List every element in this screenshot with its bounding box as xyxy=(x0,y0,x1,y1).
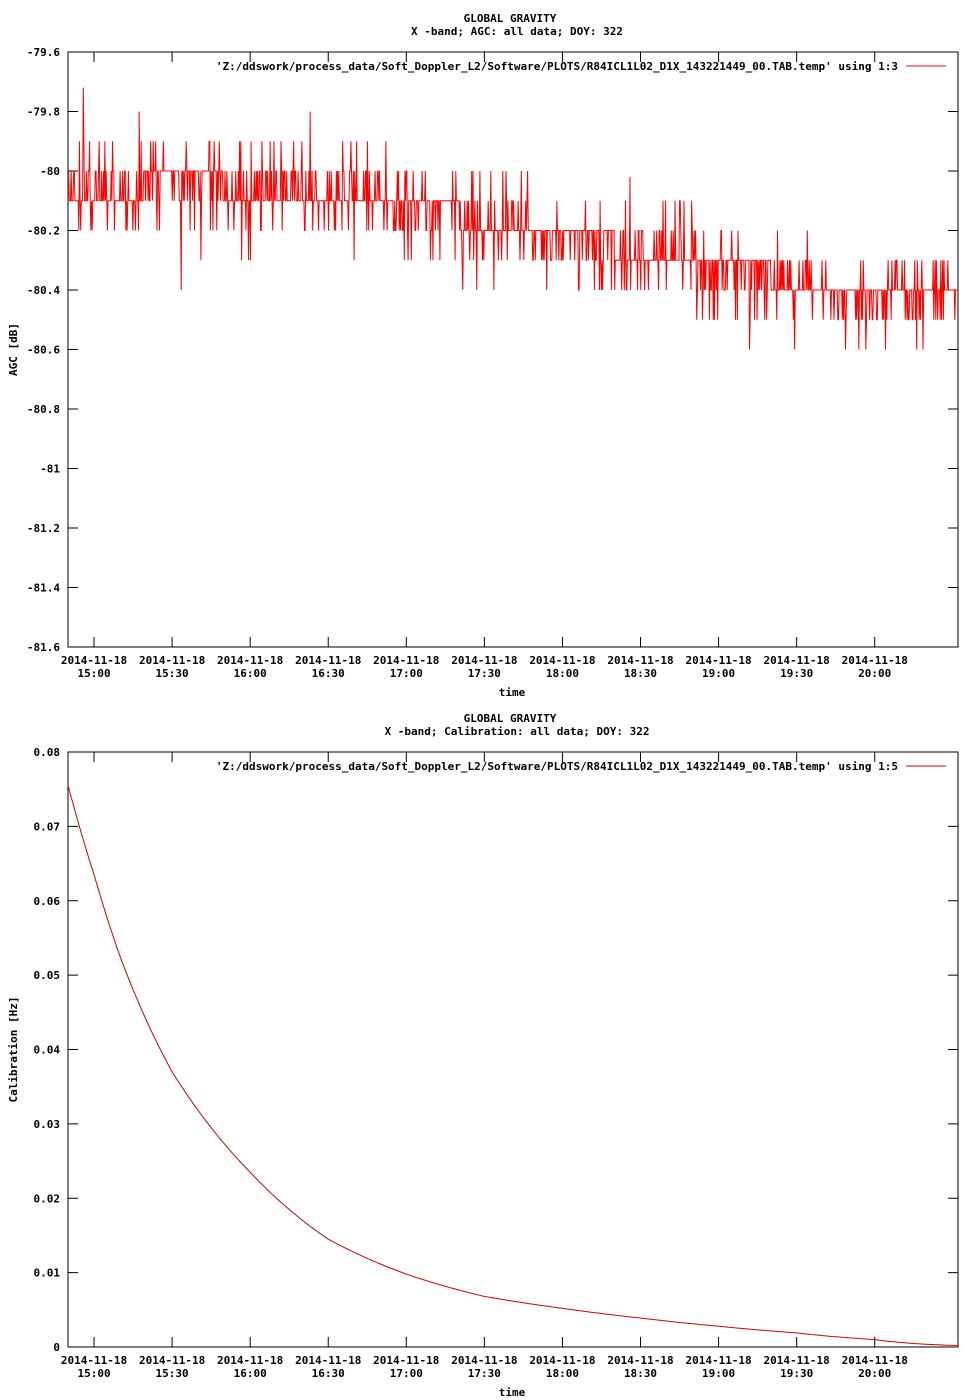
x-tick-date: 2014-11-18 xyxy=(607,654,673,667)
y-tick-label: -81.2 xyxy=(27,522,60,535)
x-tick-date: 2014-11-18 xyxy=(685,1354,751,1367)
y-tick-label: -79.8 xyxy=(27,106,60,119)
x-tick-time: 18:00 xyxy=(546,667,579,680)
x-tick-date: 2014-11-18 xyxy=(842,654,908,667)
y-tick-label: -80.4 xyxy=(27,284,60,297)
x-axis-label: time xyxy=(499,686,526,699)
chart-subtitle: X -band; AGC: all data; DOY: 322 xyxy=(411,25,623,38)
x-axis-label: time xyxy=(499,1386,526,1399)
x-tick-date: 2014-11-18 xyxy=(764,654,830,667)
x-tick-date: 2014-11-18 xyxy=(451,1354,517,1367)
x-tick-date: 2014-11-18 xyxy=(217,654,283,667)
agc-series-line xyxy=(68,87,958,350)
x-tick-time: 19:30 xyxy=(780,667,813,680)
legend-label: 'Z:/ddswork/process_data/Soft_Doppler_L2… xyxy=(216,760,898,773)
y-tick-label: -80.8 xyxy=(27,403,60,416)
x-tick-time: 20:00 xyxy=(858,1367,891,1380)
legend-label: 'Z:/ddswork/process_data/Soft_Doppler_L2… xyxy=(216,60,898,73)
plot-frame xyxy=(67,751,959,1348)
x-tick-date: 2014-11-18 xyxy=(685,654,751,667)
y-tick-label: 0.05 xyxy=(34,969,61,982)
y-tick-label: 0.04 xyxy=(34,1044,61,1057)
y-tick-label: -80 xyxy=(40,165,60,178)
y-tick-label: 0.03 xyxy=(34,1118,61,1131)
chart-title: GLOBAL GRAVITY xyxy=(464,712,557,725)
x-tick-time: 19:00 xyxy=(702,667,735,680)
y-tick-label: -81 xyxy=(40,463,60,476)
x-tick-time: 17:00 xyxy=(390,667,423,680)
y-tick-label: -80.2 xyxy=(27,225,60,238)
y-tick-label: -80.6 xyxy=(27,344,60,357)
x-tick-time: 19:00 xyxy=(702,1367,735,1380)
x-tick-date: 2014-11-18 xyxy=(451,654,517,667)
x-tick-time: 16:00 xyxy=(234,1367,267,1380)
x-tick-time: 16:00 xyxy=(234,667,267,680)
plot-frame xyxy=(67,51,959,648)
x-tick-time: 19:30 xyxy=(780,1367,813,1380)
y-tick-label: -79.6 xyxy=(27,46,60,59)
x-tick-time: 17:30 xyxy=(468,1367,501,1380)
x-tick-time: 18:30 xyxy=(624,667,657,680)
y-tick-label: 0.07 xyxy=(34,820,61,833)
x-tick-time: 18:30 xyxy=(624,1367,657,1380)
x-tick-time: 15:30 xyxy=(156,667,189,680)
y-tick-label: -81.6 xyxy=(27,641,60,654)
y-tick-label: -81.4 xyxy=(27,582,60,595)
x-tick-time: 15:30 xyxy=(156,1367,189,1380)
x-tick-time: 16:30 xyxy=(312,667,345,680)
series-group xyxy=(68,87,958,350)
y-tick-label: 0.02 xyxy=(34,1192,61,1205)
y-tick-label: 0.08 xyxy=(34,746,61,759)
y-tick-label: 0.01 xyxy=(34,1267,61,1280)
x-tick-date: 2014-11-18 xyxy=(295,654,361,667)
y-axis-label: AGC [dB] xyxy=(7,323,20,376)
y-axis-label: Calibration [Hz] xyxy=(7,997,20,1103)
x-tick-time: 15:00 xyxy=(77,1367,110,1380)
y-tick-label: 0 xyxy=(53,1341,60,1354)
calibration-series-line xyxy=(68,785,958,1346)
x-tick-date: 2014-11-18 xyxy=(61,1354,127,1367)
x-tick-date: 2014-11-18 xyxy=(607,1354,673,1367)
x-tick-date: 2014-11-18 xyxy=(373,654,439,667)
x-tick-date: 2014-11-18 xyxy=(295,1354,361,1367)
x-tick-date: 2014-11-18 xyxy=(217,1354,283,1367)
x-tick-time: 17:30 xyxy=(468,667,501,680)
x-tick-date: 2014-11-18 xyxy=(842,1354,908,1367)
x-tick-time: 18:00 xyxy=(546,1367,579,1380)
y-tick-label: 0.06 xyxy=(34,895,61,908)
x-tick-date: 2014-11-18 xyxy=(529,1354,595,1367)
series-group xyxy=(68,785,958,1346)
x-tick-date: 2014-11-18 xyxy=(373,1354,439,1367)
chart-subtitle: X -band; Calibration: all data; DOY: 322 xyxy=(385,725,650,738)
x-tick-date: 2014-11-18 xyxy=(61,654,127,667)
x-tick-date: 2014-11-18 xyxy=(139,1354,205,1367)
x-tick-time: 16:30 xyxy=(312,1367,345,1380)
chart-title: GLOBAL GRAVITY xyxy=(464,12,557,25)
x-tick-time: 20:00 xyxy=(858,667,891,680)
x-tick-time: 17:00 xyxy=(390,1367,423,1380)
x-tick-date: 2014-11-18 xyxy=(764,1354,830,1367)
x-tick-date: 2014-11-18 xyxy=(139,654,205,667)
x-tick-date: 2014-11-18 xyxy=(529,654,595,667)
x-tick-time: 15:00 xyxy=(77,667,110,680)
